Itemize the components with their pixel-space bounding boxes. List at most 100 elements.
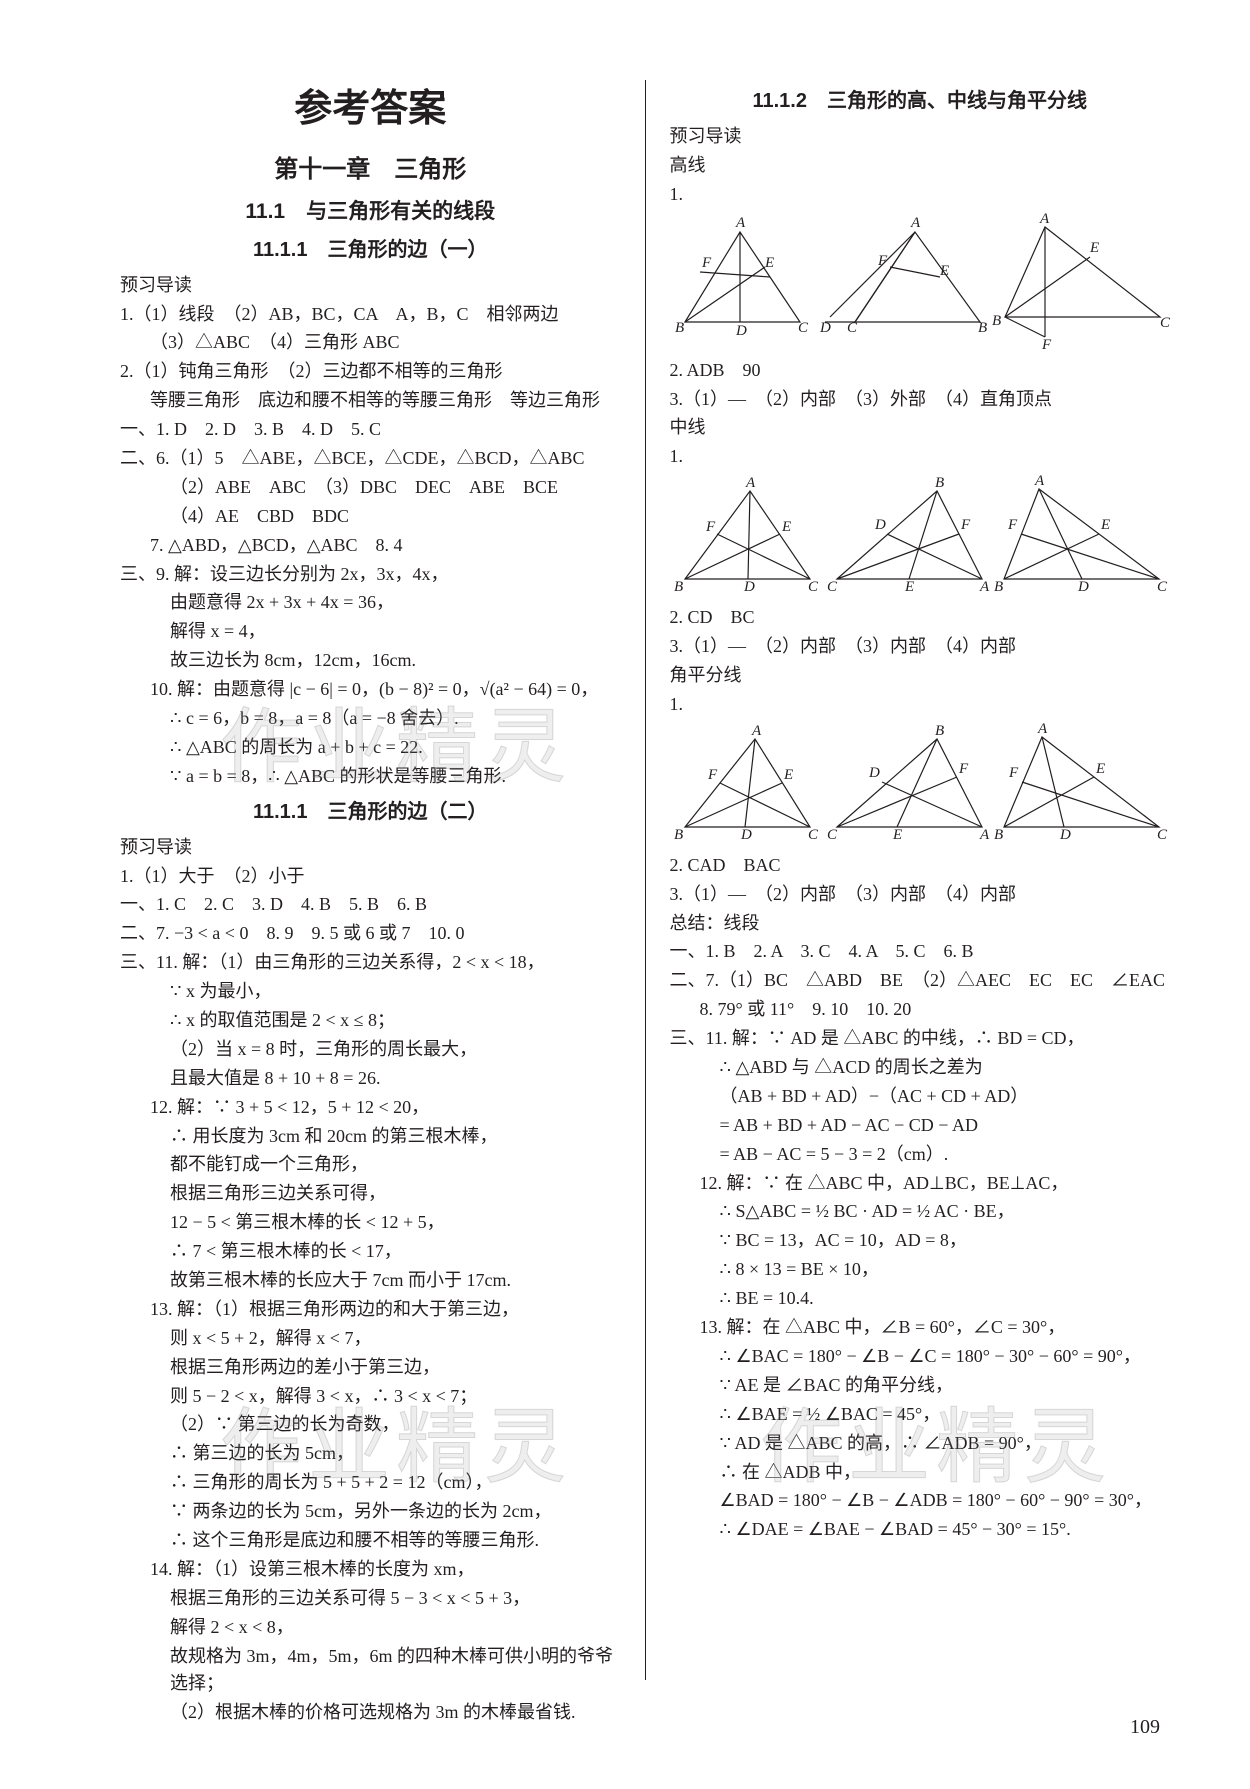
svg-text:B: B [992, 313, 1001, 329]
text-line: ∴ 用长度为 3cm 和 20cm 的第三根木棒， [120, 1123, 621, 1151]
svg-text:D: D [819, 320, 831, 336]
svg-text:E: E [781, 519, 791, 535]
svg-text:D: D [1077, 579, 1089, 595]
text-line: 总结：线段 [670, 910, 1171, 938]
text-line: 根据三角形的三边关系可得 5 − 3 < x < 5 + 3， [120, 1585, 621, 1613]
text-line: 1.（1）大于 （2）小于 [120, 863, 621, 891]
svg-text:D: D [735, 323, 747, 339]
text-line: ∴ 这个三角形是底边和腰不相等的等腰三角形. [120, 1527, 621, 1555]
text-line: 故三边长为 8cm，12cm，16cm. [120, 647, 621, 675]
triangle-median-obtuse-icon: BC AE DF [827, 479, 992, 594]
left-column: 参考答案 第十一章 三角形 11.1 与三角形有关的线段 11.1.1 三角形的… [100, 80, 641, 1680]
text-line: = AB + BD + AD − AC − CD − AD [670, 1112, 1171, 1140]
subsection-title: 11.1.1 三角形的边（一） [120, 235, 621, 266]
text-line: ∴ △ABD 与 △ACD 的周长之差为 [670, 1054, 1171, 1082]
text-line: 中线 [670, 414, 1171, 442]
main-title: 参考答案 [120, 80, 621, 139]
svg-text:C: C [808, 579, 819, 595]
triangle-altitude-acute-icon: AB CD EF [670, 217, 820, 337]
triangle-median-right-icon: AB CD EF [994, 479, 1169, 594]
svg-text:B: B [994, 579, 1003, 595]
text-line: （4）AE CBD BDC [120, 503, 621, 531]
text-line: 二、7.（1）BC △ABD BE （2）△AEC EC EC ∠EAC [670, 967, 1171, 995]
text-line: 12 − 5 < 第三根木棒的长 < 12 + 5， [120, 1209, 621, 1237]
svg-text:E: E [1089, 240, 1099, 256]
bisector-diagrams: AB CD EF BC AE DF [670, 727, 1171, 842]
text-line: 三、11. 解：（1）由三角形的三边关系得，2 < x < 18， [120, 949, 621, 977]
chapter-title: 第十一章 三角形 [120, 151, 621, 188]
svg-text:A: A [979, 579, 990, 595]
svg-text:C: C [847, 320, 858, 336]
text-line: ∴ 在 △ADB 中， [670, 1459, 1171, 1487]
text-line: 13. 解：在 △ABC 中，∠B = 60°，∠C = 30°， [670, 1314, 1171, 1342]
text-line: ∵ x 为最小， [120, 978, 621, 1006]
text-line: （3）△ABC （4）三角形 ABC [120, 329, 621, 357]
preread-heading: 预习导读 [670, 123, 1171, 151]
text-line: 一、1. D 2. D 3. B 4. D 5. C [120, 416, 621, 444]
text-line: 解得 x = 4， [120, 618, 621, 646]
text-line: 1. [670, 691, 1171, 719]
text-line: ∵ 两条边的长为 5cm，另外一条边的长为 2cm， [120, 1498, 621, 1526]
svg-text:F: F [877, 253, 888, 269]
svg-text:F: F [960, 517, 971, 533]
text-line: 都不能钉成一个三角形， [120, 1151, 621, 1179]
text-line: 角平分线 [670, 662, 1171, 690]
svg-text:E: E [1100, 517, 1110, 533]
subsection-title: 11.1.1 三角形的边（二） [120, 797, 621, 828]
text-line: ∴ 三角形的周长为 5 + 5 + 2 = 12（cm）， [120, 1469, 621, 1497]
svg-text:F: F [958, 761, 969, 777]
text-line: 3.（1）— （2）内部 （3）外部 （4）直角顶点 [670, 386, 1171, 414]
svg-text:A: A [979, 827, 990, 843]
svg-text:F: F [1041, 337, 1052, 353]
preread-heading: 预习导读 [120, 272, 621, 300]
text-line: ∴ △ABC 的周长为 a + b + c = 22. [120, 734, 621, 762]
text-line: ∠BAD = 180° − ∠B − ∠ADB = 180° − 60° − 9… [670, 1487, 1171, 1515]
text-line: 根据三角形三边关系可得， [120, 1180, 621, 1208]
svg-text:E: E [783, 767, 793, 783]
text-line: 三、11. 解：∵ AD 是 △ABC 的中线，∴ BD = CD， [670, 1025, 1171, 1053]
text-line: 2. ADB 90 [670, 357, 1171, 385]
svg-text:B: B [978, 320, 987, 336]
text-line: ∵ a = b = 8，∴ △ABC 的形状是等腰三角形. [120, 763, 621, 791]
text-line: 则 5 − 2 < x，解得 3 < x，∴ 3 < x < 7； [120, 1383, 621, 1411]
section-title: 11.1 与三角形有关的线段 [120, 196, 621, 229]
text-line: ∴ c = 6，b = 8，a = 8（a = −8 舍去）. [120, 705, 621, 733]
text-line: 则 x < 5 + 2，解得 x < 7， [120, 1325, 621, 1353]
text-line: 1. [670, 443, 1171, 471]
svg-text:D: D [1059, 827, 1071, 843]
svg-text:E: E [939, 263, 949, 279]
text-line: ∴ 7 < 第三根木棒的长 < 17， [120, 1238, 621, 1266]
text-line: 一、1. C 2. C 3. D 4. B 5. B 6. B [120, 891, 621, 919]
svg-text:A: A [1037, 721, 1048, 737]
svg-text:F: F [701, 255, 712, 271]
svg-text:B: B [935, 723, 944, 739]
text-line: ∵ AD 是 △ABC 的高，∴ ∠ADB = 90°， [670, 1430, 1171, 1458]
text-line: = AB − AC = 5 − 3 = 2（cm）. [670, 1141, 1171, 1169]
right-column: 11.1.2 三角形的高、中线与角平分线 预习导读 高线 1. AB CD EF [650, 80, 1191, 1680]
svg-text:D: D [740, 827, 752, 843]
svg-text:F: F [1008, 765, 1019, 781]
svg-text:C: C [798, 320, 809, 336]
text-line: 12. 解：∵ 在 △ABC 中，AD⊥BC，BE⊥AC， [670, 1170, 1171, 1198]
svg-text:B: B [935, 475, 944, 491]
column-divider [645, 80, 646, 1680]
svg-text:C: C [1157, 827, 1168, 843]
svg-text:B: B [674, 579, 683, 595]
text-line: ∵ AE 是 ∠BAC 的角平分线， [670, 1372, 1171, 1400]
text-line: 故第三根木棒的长应大于 7cm 而小于 17cm. [120, 1267, 621, 1295]
svg-text:A: A [1039, 211, 1050, 227]
svg-text:F: F [1007, 517, 1018, 533]
text-line: 解得 2 < x < 8， [120, 1614, 621, 1642]
text-line: 8. 79° 或 11° 9. 10 10. 20 [670, 996, 1171, 1024]
text-line: ∴ ∠DAE = ∠BAE − ∠BAD = 45° − 30° = 15°. [670, 1516, 1171, 1544]
text-line: （2）∵ 第三边的长为奇数， [120, 1411, 621, 1439]
triangle-bisector-acute-icon: AB CD EF [670, 727, 825, 842]
triangle-bisector-obtuse-icon: BC AE DF [827, 727, 992, 842]
svg-text:E: E [904, 579, 914, 595]
svg-text:B: B [675, 320, 684, 336]
svg-text:A: A [751, 723, 762, 739]
text-line: 高线 [670, 152, 1171, 180]
svg-text:D: D [868, 765, 880, 781]
page-content: 参考答案 第十一章 三角形 11.1 与三角形有关的线段 11.1.1 三角形的… [100, 80, 1190, 1680]
svg-text:E: E [764, 255, 774, 271]
